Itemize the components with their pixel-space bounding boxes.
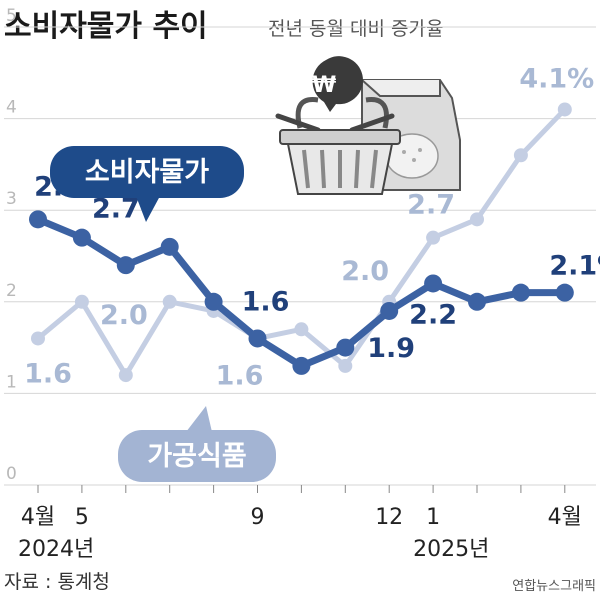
y-tick-label: 0 bbox=[6, 464, 17, 484]
x-tick-label: 4월 bbox=[548, 505, 582, 530]
data-label-food: 1.6 bbox=[216, 360, 264, 391]
data-label-food: 2.0 bbox=[100, 300, 148, 331]
source-text: 자료 : 통계청 bbox=[4, 571, 110, 593]
data-point-food bbox=[162, 294, 177, 309]
data-point-cpi bbox=[380, 301, 399, 320]
svg-text:₩: ₩ bbox=[312, 73, 336, 98]
y-tick-label: 4 bbox=[6, 98, 17, 118]
data-label-food: 2.7 bbox=[407, 190, 455, 221]
data-point-cpi bbox=[204, 292, 223, 311]
price-tag-icon: ₩ bbox=[312, 56, 363, 112]
x-axis-ticks: 4월 5 9 12 1 4월 2024년 2025년 bbox=[18, 485, 582, 562]
data-point-cpi bbox=[292, 356, 311, 375]
data-label-food: 2.0 bbox=[341, 256, 389, 287]
legend-cpi-label: 소비자물가 bbox=[85, 157, 209, 188]
data-point-food bbox=[74, 294, 89, 309]
y-tick-label: 1 bbox=[6, 372, 17, 392]
value-labels: 2.92.71.61.92.22.1%1.62.01.62.02.74.1% bbox=[24, 63, 600, 391]
year-label: 2024년 bbox=[18, 537, 94, 562]
data-point-food bbox=[557, 102, 572, 117]
legend-food-label: 가공식품 bbox=[147, 441, 246, 472]
data-label-food: 4.1% bbox=[519, 63, 594, 94]
x-tick-label: 12 bbox=[375, 505, 403, 530]
x-tick-label: 9 bbox=[251, 505, 265, 530]
data-label-cpi: 1.9 bbox=[367, 333, 415, 364]
series-cpi bbox=[29, 210, 574, 375]
data-point-food bbox=[294, 322, 309, 337]
data-point-food bbox=[470, 212, 484, 227]
data-point-food bbox=[513, 148, 528, 163]
data-label-food: 1.6 bbox=[24, 358, 72, 389]
chart-subtitle: 전년 동월 대비 증가율 bbox=[268, 18, 443, 40]
grid-lines bbox=[4, 26, 596, 486]
data-point-cpi bbox=[511, 283, 530, 302]
credit-text: 연합뉴스그래픽 bbox=[512, 579, 596, 594]
x-tick-label: 4월 bbox=[21, 505, 55, 530]
data-point-food bbox=[118, 368, 133, 383]
data-point-cpi bbox=[29, 210, 47, 229]
data-point-cpi bbox=[160, 237, 179, 256]
data-point-food bbox=[31, 331, 45, 346]
y-tick-label: 3 bbox=[6, 189, 17, 209]
data-label-cpi: 1.6 bbox=[242, 286, 290, 317]
data-point-cpi bbox=[468, 292, 486, 311]
series-line-cpi bbox=[34, 215, 569, 370]
y-axis-ticks: 0 1 2 3 4 5 bbox=[6, 6, 17, 484]
data-point-food bbox=[426, 230, 441, 245]
y-tick-label: 5 bbox=[6, 6, 17, 26]
legend-cpi-badge: 소비자물가 bbox=[50, 146, 244, 222]
data-point-cpi bbox=[116, 256, 135, 275]
legend-food-badge: 가공식품 bbox=[118, 406, 276, 482]
x-tick-label: 5 bbox=[75, 505, 89, 530]
data-point-cpi bbox=[424, 274, 443, 293]
basket-illustration: ₩ bbox=[275, 56, 461, 195]
data-point-cpi bbox=[336, 338, 355, 357]
data-label-cpi: 2.7 bbox=[92, 194, 140, 225]
data-point-cpi bbox=[555, 283, 574, 302]
data-point-cpi bbox=[248, 329, 267, 348]
year-label: 2025년 bbox=[413, 537, 489, 562]
data-label-cpi: 2.2 bbox=[409, 299, 457, 330]
data-point-cpi bbox=[72, 228, 91, 247]
data-point-food bbox=[338, 358, 353, 373]
x-tick-label: 1 bbox=[426, 505, 440, 530]
data-label-cpi: 2.1% bbox=[549, 251, 600, 282]
y-tick-label: 2 bbox=[6, 281, 17, 301]
shopping-basket-icon bbox=[275, 97, 401, 195]
